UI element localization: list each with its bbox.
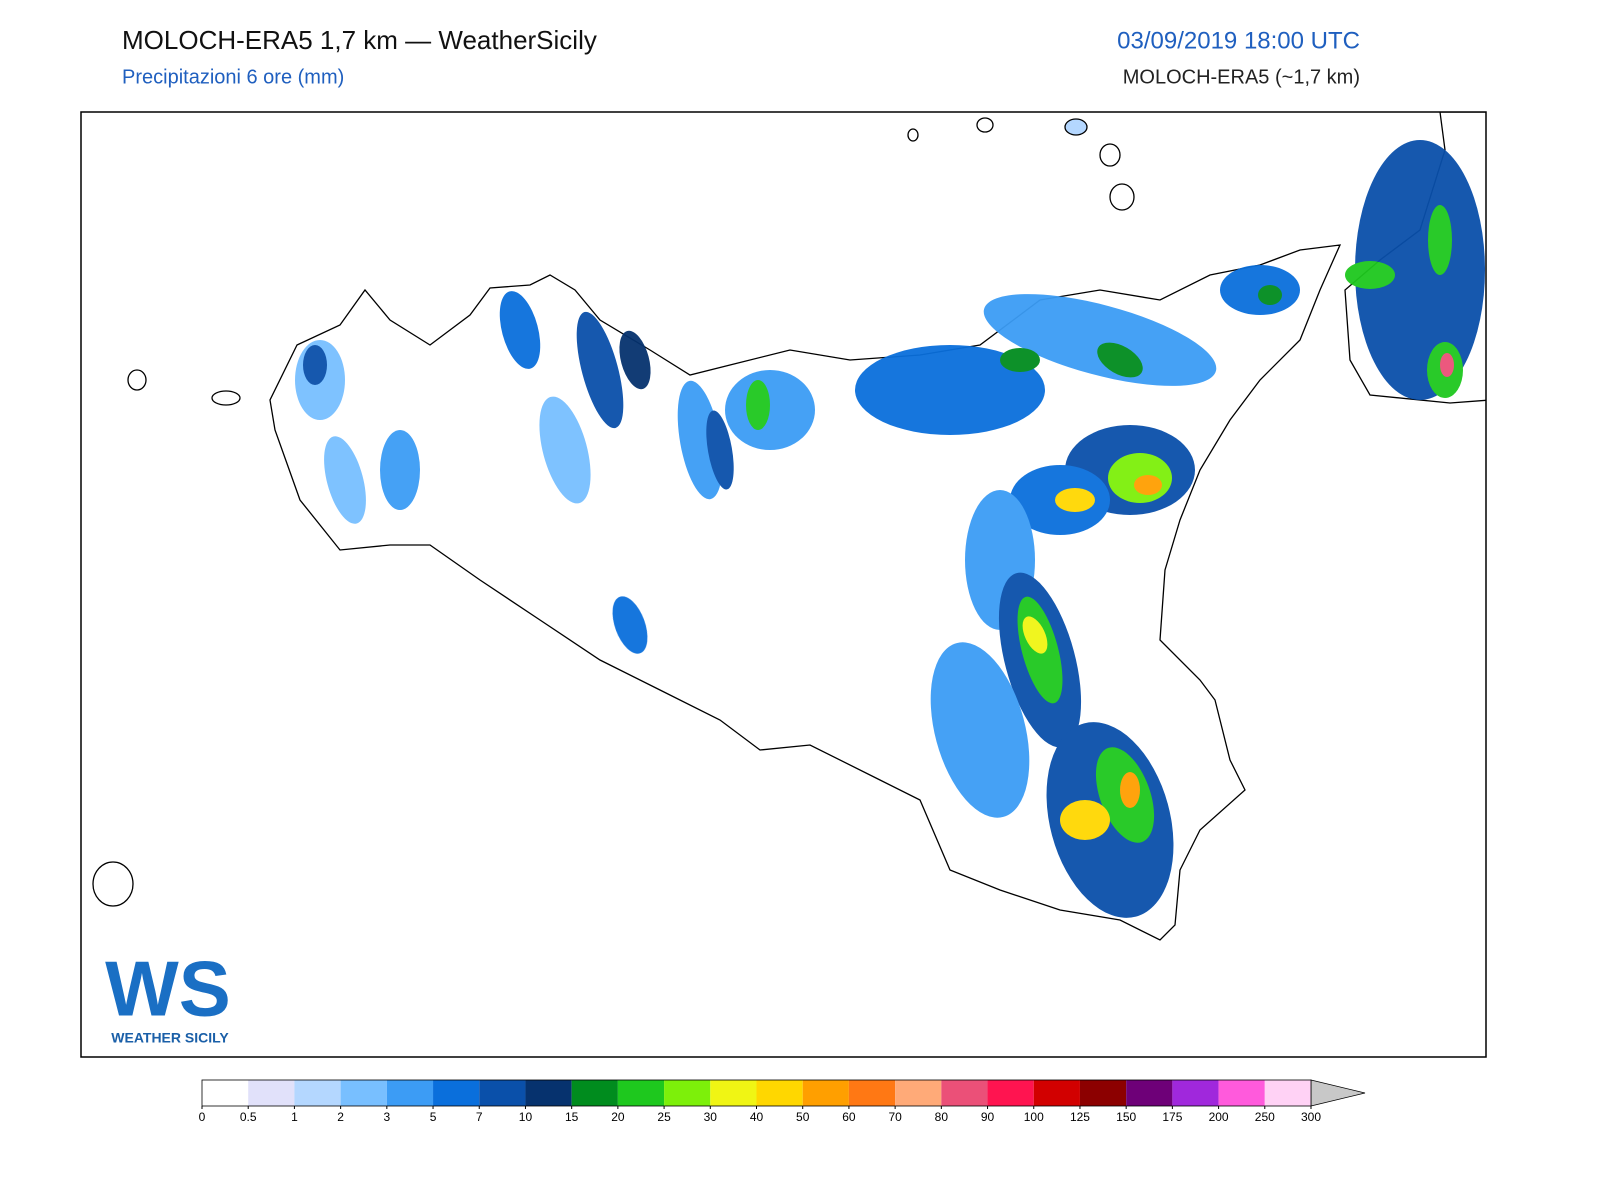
color-swatch <box>479 1080 526 1106</box>
color-swatch <box>848 1080 896 1106</box>
color-swatch <box>941 1080 988 1106</box>
color-swatch <box>1033 1080 1080 1106</box>
logo-mark: WS <box>105 945 231 1033</box>
color-swatch <box>756 1080 803 1106</box>
colorbar: 0 0.5 1 2 3 5 7 10 15 20 25 30 40 50 60 70 80 90 100 125 150… <box>199 1079 1321 1124</box>
color-swatch <box>433 1080 480 1106</box>
color-swatch <box>710 1080 757 1106</box>
tick-label: 0.5 <box>240 1110 257 1124</box>
tick-label: 70 <box>888 1110 902 1124</box>
title: MOLOCH-ERA5 1,7 km — WeatherSicily <box>122 25 597 55</box>
color-swatch <box>1126 1080 1173 1106</box>
tick-label: 300 <box>1301 1110 1321 1124</box>
color-swatch <box>202 1080 249 1106</box>
color-swatch <box>1264 1080 1311 1106</box>
colorbar-arrow <box>1310 1079 1366 1107</box>
tick-label: 100 <box>1024 1110 1044 1124</box>
tick-label: 0 <box>199 1110 206 1124</box>
color-swatch <box>664 1080 711 1106</box>
color-swatch <box>1172 1080 1219 1106</box>
color-swatch <box>340 1080 387 1106</box>
tick-label: 60 <box>842 1110 856 1124</box>
tick-label: 15 <box>565 1110 579 1124</box>
color-swatch <box>987 1080 1034 1106</box>
tick-label: 50 <box>796 1110 810 1124</box>
color-swatch <box>1218 1080 1265 1106</box>
tick-label: 80 <box>935 1110 949 1124</box>
tick-label: 3 <box>383 1110 390 1124</box>
tick-label: 150 <box>1116 1110 1136 1124</box>
tick-label: 90 <box>981 1110 995 1124</box>
tick-label: 125 <box>1070 1110 1090 1124</box>
tick-label: 1 <box>291 1110 298 1124</box>
tick-label: 25 <box>657 1110 671 1124</box>
color-swatch <box>571 1080 618 1106</box>
map <box>92 112 1486 941</box>
model: MOLOCH-ERA5 (~1,7 km) <box>1123 66 1360 88</box>
color-swatch <box>895 1080 942 1106</box>
color-swatch <box>525 1080 572 1106</box>
color-swatch <box>294 1080 341 1106</box>
color-swatch <box>248 1080 295 1106</box>
color-swatch <box>802 1080 849 1106</box>
tick-label: 10 <box>519 1110 533 1124</box>
tick-label: 20 <box>611 1110 625 1124</box>
tick-label: 30 <box>704 1110 718 1124</box>
map-frame <box>80 111 1487 1058</box>
color-swatch <box>617 1080 665 1106</box>
islands <box>92 117 1135 907</box>
tick-label: 5 <box>430 1110 437 1124</box>
tick-label: 7 <box>476 1110 483 1124</box>
date: 03/09/2019 18:00 UTC <box>1117 27 1360 54</box>
tick-label: 2 <box>337 1110 344 1124</box>
precipitation <box>295 140 1485 918</box>
subtitle: Precipitazioni 6 ore (mm) <box>122 66 344 88</box>
logo-text: WEATHER SICILY <box>111 1030 229 1046</box>
tick-label: 200 <box>1209 1110 1229 1124</box>
tick-label: 250 <box>1255 1110 1275 1124</box>
tick-label: 40 <box>750 1110 764 1124</box>
color-swatch <box>386 1080 434 1106</box>
tick-label: 175 <box>1162 1110 1182 1124</box>
color-swatch <box>1079 1080 1127 1106</box>
